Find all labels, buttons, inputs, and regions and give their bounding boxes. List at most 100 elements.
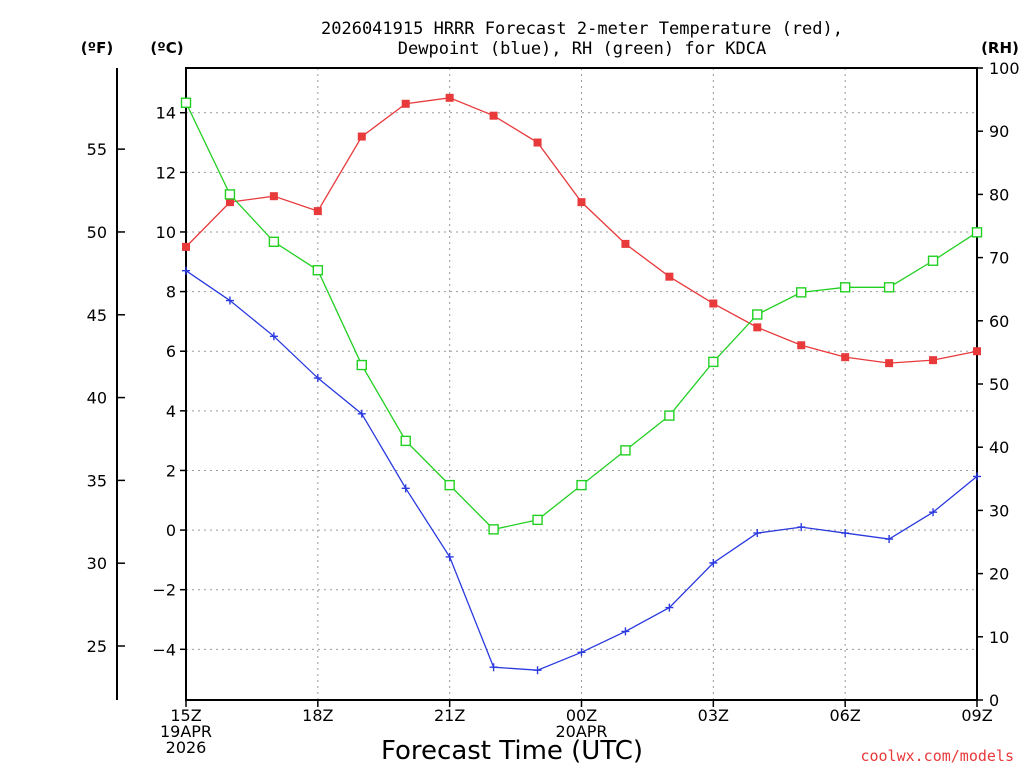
rh-point	[576, 479, 587, 491]
x-tick-label: 03Z	[698, 706, 729, 725]
rh-unit-label: (RH)	[981, 39, 1019, 57]
rh-point	[488, 524, 499, 535]
rh-point	[883, 282, 895, 293]
celsius-tick-label: 12	[156, 163, 176, 182]
x-tick-label: 00Z	[566, 706, 597, 725]
x-tick-label: 20APR	[555, 722, 607, 741]
x-tick-label: 06Z	[830, 706, 861, 725]
rh-tick-label: 70	[989, 249, 1009, 268]
rh-point	[971, 227, 983, 238]
dewpoint-point	[753, 529, 762, 538]
celsius-tick-label: 8	[166, 283, 176, 302]
temperature-point	[269, 192, 278, 201]
dewpoint-point	[885, 535, 894, 544]
rh-point	[180, 97, 192, 108]
x-tick-label: 21Z	[434, 706, 465, 725]
temperature-point	[225, 198, 234, 207]
celsius-tick-label: 14	[156, 104, 176, 123]
rh-point	[532, 514, 543, 526]
dewpoint-point	[929, 508, 938, 517]
temperature-point	[357, 132, 366, 141]
rh-tick-label: 50	[989, 375, 1009, 394]
temperature-point	[665, 272, 674, 281]
plot-frame	[185, 67, 978, 701]
grid-lines	[186, 68, 977, 700]
fahrenheit-tick-label: 55	[87, 140, 107, 159]
dewpoint-point	[357, 409, 366, 418]
fahrenheit-tick-label: 35	[87, 471, 107, 490]
rh-point	[796, 287, 807, 298]
credit-label: coolwx.com/models	[860, 747, 1014, 765]
temperature-point	[313, 207, 322, 216]
dewpoint-point	[182, 266, 190, 275]
rh-tick-label: 60	[989, 312, 1009, 331]
x-axis-title: Forecast Time (UTC)	[381, 736, 643, 766]
dewpoint-point	[797, 523, 806, 532]
dewpoint-point	[401, 484, 410, 493]
chart-title-line1: 2026041915 HRRR Forecast 2-meter Tempera…	[321, 19, 843, 39]
dewpoint-point	[445, 552, 454, 561]
celsius-tick-label: 2	[166, 461, 176, 480]
celsius-tick-label: 10	[156, 223, 176, 242]
celsius-tick-label: −2	[152, 581, 176, 600]
x-tick-label: 09Z	[961, 706, 992, 725]
rh-point	[312, 265, 324, 276]
celsius-unit-label: (ºC)	[150, 39, 183, 57]
dewpoint-point	[841, 529, 850, 538]
temperature-point	[401, 99, 410, 108]
rh-tick-label: 80	[989, 185, 1009, 204]
celsius-tick-label: 4	[166, 402, 176, 421]
temperature-point	[489, 111, 498, 120]
chart-title-line2: Dewpoint (blue), RH (green) for KDCA	[398, 39, 766, 59]
fahrenheit-tick-label: 40	[87, 389, 107, 408]
temperature-point	[577, 198, 586, 207]
x-tick-label: 2026	[166, 738, 207, 757]
rh-point	[839, 282, 851, 293]
dewpoint-point	[533, 666, 542, 675]
rh-tick-label: 90	[989, 122, 1009, 141]
rh-point	[752, 309, 763, 320]
dewpoint-point	[489, 663, 498, 672]
rh-point	[708, 356, 719, 368]
rh-tick-label: 30	[989, 501, 1009, 520]
temperature-point	[753, 323, 762, 332]
rh-point	[268, 236, 280, 248]
rh-point	[927, 255, 939, 266]
dewpoint-point	[973, 472, 981, 481]
rh-point	[224, 189, 236, 200]
rh-tick-label: 10	[989, 628, 1009, 647]
fahrenheit-tick-label: 50	[87, 223, 107, 242]
dewpoint-point	[225, 296, 234, 305]
fahrenheit-unit-label: (ºF)	[81, 39, 113, 57]
rh-point	[620, 445, 631, 456]
fahrenheit-tick-label: 30	[87, 554, 107, 573]
rh-tick-label: 0	[989, 691, 999, 710]
rh-point	[356, 359, 367, 371]
rh-tick-label: 100	[989, 59, 1020, 78]
temperature-point	[621, 239, 630, 248]
celsius-tick-label: −4	[152, 640, 176, 659]
dewpoint-point	[665, 603, 674, 612]
temperature-point	[797, 341, 806, 350]
temperature-point	[841, 353, 850, 362]
temperature-point	[445, 93, 454, 102]
celsius-tick-label: 6	[166, 342, 176, 361]
dewpoint-point	[577, 648, 586, 657]
rh-point	[664, 410, 675, 421]
rh-point	[400, 435, 411, 447]
celsius-tick-label: 0	[166, 521, 176, 540]
temperature-point	[182, 242, 190, 251]
rh-tick-label: 20	[989, 565, 1009, 584]
temperature-point	[709, 299, 718, 308]
series-layer	[180, 93, 983, 675]
x-tick-label: 19APR	[160, 722, 212, 741]
x-tick-label: 18Z	[302, 706, 333, 725]
temperature-point	[885, 359, 894, 368]
dewpoint-point	[709, 558, 718, 567]
rh-tick-label: 40	[989, 438, 1009, 457]
fahrenheit-tick-label: 25	[87, 637, 107, 656]
dewpoint-point	[269, 332, 278, 341]
temperature-point	[929, 356, 938, 365]
